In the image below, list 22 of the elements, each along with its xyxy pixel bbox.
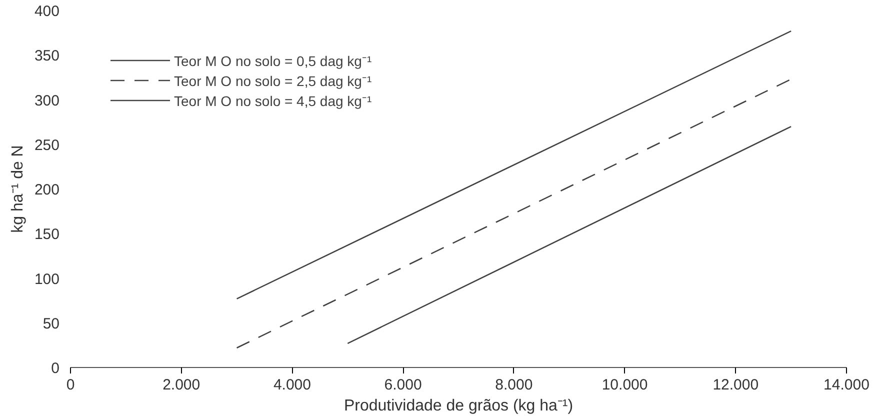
- y-tick-label: 150: [34, 226, 60, 244]
- x-tick-label: 14.000: [824, 376, 870, 394]
- x-tick-label: 12.000: [712, 376, 759, 394]
- y-tick-label: 0: [51, 360, 60, 377]
- y-tick-label: 350: [34, 48, 60, 65]
- y-tick-label: 100: [34, 270, 60, 288]
- x-tick-label: 2.000: [162, 376, 200, 394]
- x-tick-label: 10.000: [602, 376, 648, 394]
- legend-label: Teor M O no solo = 4,5 dag kg⁻¹: [174, 92, 372, 110]
- y-tick-label: 200: [34, 182, 60, 198]
- y-tick-label: 50: [42, 315, 60, 332]
- y-tick-label: 250: [34, 136, 60, 154]
- legend-label: Teor M O no solo = 0,5 dag kg⁻¹: [174, 52, 372, 70]
- y-axis-title: kg ha⁻¹ de N: [9, 145, 26, 233]
- x-tick-label: 6.000: [384, 376, 422, 394]
- x-axis-title: Produtividade de grãos (kg ha⁻¹): [344, 398, 574, 414]
- x-tick-label: 4.000: [273, 376, 311, 394]
- legend-label: Teor M O no solo = 2,5 dag kg⁻¹: [174, 72, 372, 90]
- x-tick-label: 0: [66, 376, 75, 394]
- y-tick-label: 300: [34, 92, 60, 110]
- x-tick-label: 8.000: [495, 376, 533, 394]
- y-tick-label: 400: [34, 3, 60, 20]
